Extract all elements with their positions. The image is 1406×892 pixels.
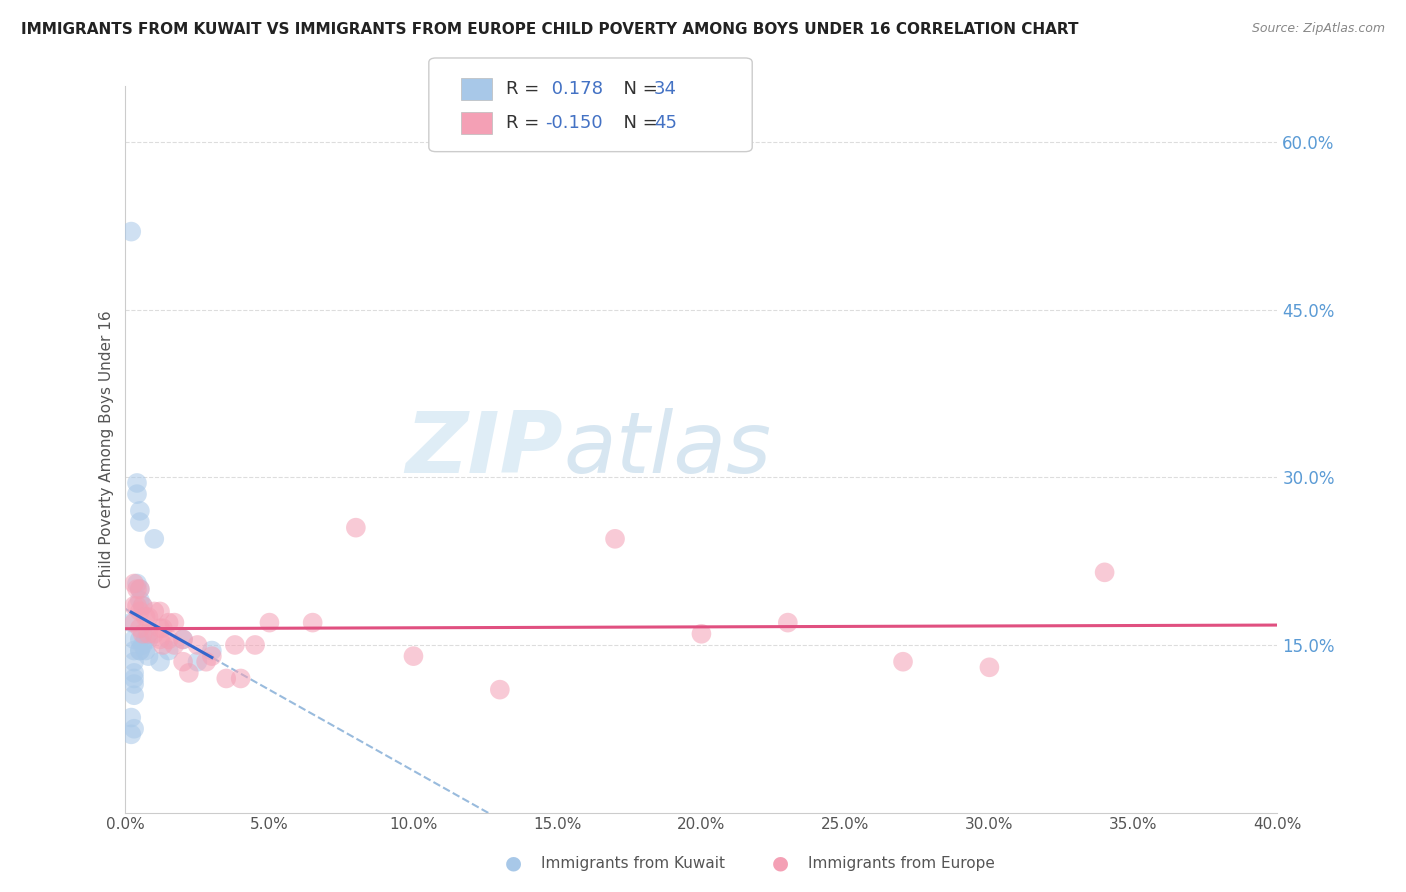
Point [172,632,194,647]
Point [891,655,914,669]
Text: atlas: atlas [564,408,772,491]
Point [172,655,194,669]
Text: -0.150: -0.150 [546,114,603,132]
Text: Immigrants from Europe: Immigrants from Europe [808,856,995,871]
Point [128,621,150,635]
Point [132,638,155,652]
Point [603,532,626,546]
Point [132,627,155,641]
Point [125,475,148,490]
Point [152,638,174,652]
Point [157,615,180,630]
Point [138,610,160,624]
Point [120,710,142,724]
Point [243,638,266,652]
Point [177,665,200,680]
Text: ZIP: ZIP [405,408,564,491]
Point [122,677,145,691]
Point [128,593,150,607]
Point [195,655,218,669]
Point [128,643,150,657]
Point [122,722,145,736]
Point [1094,566,1116,580]
Point [224,638,246,652]
Text: 45: 45 [654,114,676,132]
Point [138,649,160,664]
Point [128,632,150,647]
Text: N =: N = [612,80,664,98]
Point [135,632,157,647]
Point [120,615,142,630]
Point [215,672,238,686]
Point [143,627,166,641]
Point [122,576,145,591]
Text: R =: R = [506,114,546,132]
Point [125,487,148,501]
Point [690,627,713,641]
Point [122,599,145,613]
Point [776,615,799,630]
Point [149,604,172,618]
Point [122,615,145,630]
Point [128,643,150,657]
Point [149,655,172,669]
Point [489,682,512,697]
Point [125,599,148,613]
Y-axis label: Child Poverty Among Boys Under 16: Child Poverty Among Boys Under 16 [100,310,114,588]
Point [138,632,160,647]
Point [128,582,150,596]
Text: 34: 34 [654,80,676,98]
Point [201,649,224,664]
Point [402,649,425,664]
Text: Immigrants from Kuwait: Immigrants from Kuwait [541,856,725,871]
Point [157,643,180,657]
Point [143,532,166,546]
Point [128,504,150,518]
Point [120,225,142,239]
Text: Source: ZipAtlas.com: Source: ZipAtlas.com [1251,22,1385,36]
Point [135,610,157,624]
Point [122,655,145,669]
Point [143,604,166,618]
Point [122,688,145,702]
Point [125,576,148,591]
Point [186,638,208,652]
Text: ●: ● [772,854,789,873]
Point [229,672,252,686]
Text: N =: N = [612,114,664,132]
Point [163,615,186,630]
Point [122,672,145,686]
Point [138,627,160,641]
Text: IMMIGRANTS FROM KUWAIT VS IMMIGRANTS FROM EUROPE CHILD POVERTY AMONG BOYS UNDER : IMMIGRANTS FROM KUWAIT VS IMMIGRANTS FRO… [21,22,1078,37]
Point [259,615,281,630]
Point [122,632,145,647]
Point [128,604,150,618]
Point [128,582,150,596]
Point [120,727,142,741]
Text: 0.178: 0.178 [546,80,603,98]
Text: ●: ● [505,854,522,873]
Point [201,643,224,657]
Point [149,632,172,647]
Point [135,643,157,657]
Point [172,632,194,647]
Point [163,638,186,652]
Point [125,582,148,596]
Point [149,621,172,635]
Text: R =: R = [506,80,546,98]
Point [157,632,180,647]
Point [301,615,323,630]
Point [979,660,1001,674]
Point [186,655,208,669]
Point [344,521,367,535]
Point [132,599,155,613]
Point [152,621,174,635]
Point [122,643,145,657]
Point [128,515,150,529]
Point [132,599,155,613]
Point [122,665,145,680]
